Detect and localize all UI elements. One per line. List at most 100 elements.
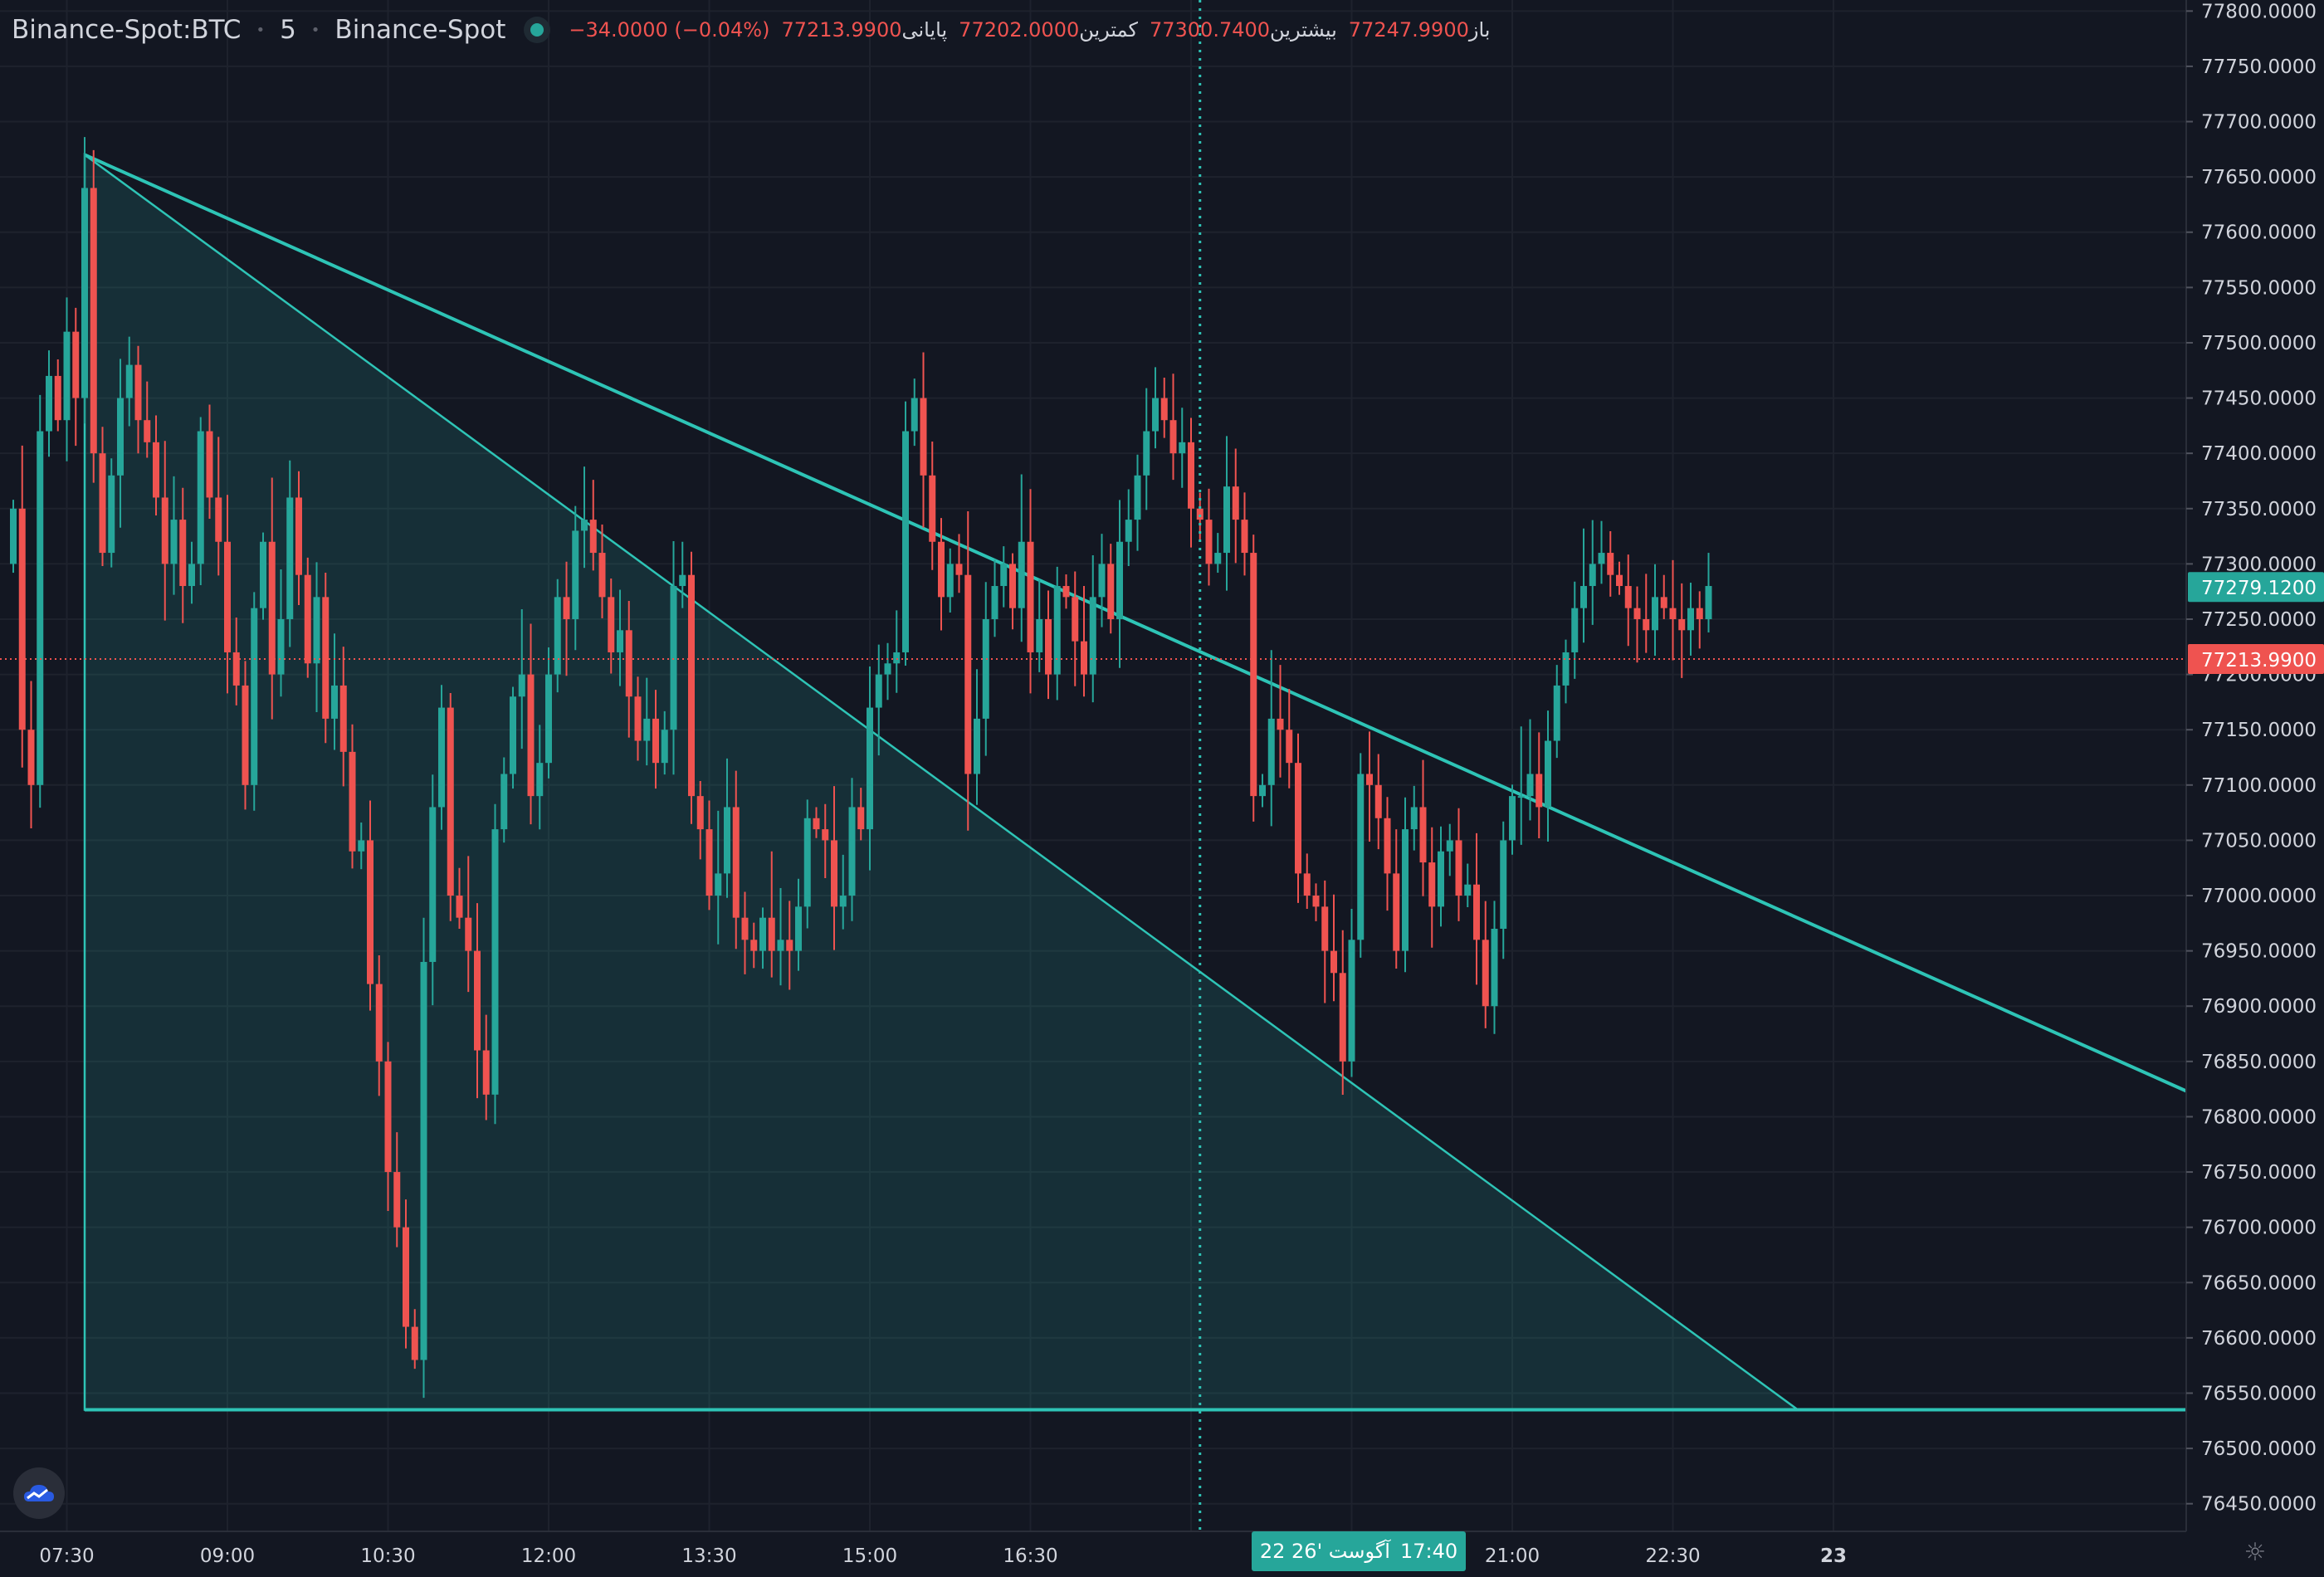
candle-down (813, 818, 820, 830)
tradingview-cloud-icon[interactable] (13, 1467, 65, 1519)
candle-up (867, 707, 873, 830)
candle-up (1267, 718, 1275, 785)
candle-down (1536, 774, 1543, 808)
legend-separator: • (256, 21, 266, 39)
candle-down (1241, 520, 1248, 554)
price-badge (2188, 572, 2324, 603)
candle-down (144, 420, 151, 442)
ohlc-low-value: 77202.0000 (959, 18, 1080, 42)
candle-up (1491, 928, 1498, 1007)
candle-down (1678, 618, 1686, 631)
candle-up (1553, 685, 1560, 741)
candle-down (598, 553, 606, 598)
candle-up (884, 663, 891, 675)
price-tick-label: 76800.0000 (2201, 1106, 2317, 1128)
price-badge (2188, 643, 2324, 674)
candle-up (1464, 884, 1472, 896)
candle-down (822, 829, 829, 841)
candle-down (1045, 618, 1052, 675)
candle-up (902, 431, 909, 652)
price-tick-label: 77500.0000 (2201, 333, 2317, 354)
candle-up (1526, 774, 1534, 797)
candle-down (589, 520, 597, 554)
candle-down (563, 597, 570, 619)
candle-down (153, 442, 159, 498)
candle-down (1616, 574, 1623, 587)
candle-down (1607, 553, 1614, 575)
candle-down (831, 840, 837, 907)
time-tick-label: 22:30 (1645, 1545, 1700, 1567)
crosshair-time-badge: 22 آگوست '26 17:40 (1252, 1531, 1466, 1571)
drawings-layer[interactable] (83, 153, 2187, 1412)
trendline-drawing[interactable] (84, 153, 2187, 1093)
candle-up (724, 807, 730, 874)
candle-down (652, 718, 659, 764)
crosshair-date: 22 آگوست '26 (1259, 1540, 1390, 1563)
candle-down (18, 508, 26, 730)
candle-down (224, 541, 231, 652)
candle-up (1036, 618, 1043, 652)
candle-up (188, 564, 195, 587)
candle-down (1384, 818, 1391, 874)
candle-down (964, 574, 972, 774)
candle-down (1366, 774, 1373, 785)
candle-up (117, 398, 124, 476)
candle-up (893, 652, 901, 664)
candle-down (1072, 597, 1079, 642)
candle-down (1062, 586, 1070, 598)
market-status-icon[interactable] (530, 23, 544, 37)
candle-down (393, 1172, 401, 1228)
gear-icon[interactable]: ☼ (2243, 1538, 2267, 1567)
candle-up (1705, 586, 1712, 619)
price-axis[interactable]: 77800.0000 77750.0000 77700.0000 77650.0000… (2186, 1, 2324, 1516)
candle-down (1374, 784, 1382, 818)
ohlc-close-label: پایانی (901, 18, 948, 42)
candle-up (125, 364, 133, 398)
candle-down (929, 475, 936, 542)
candle-up (1348, 940, 1355, 1062)
candle-up (438, 707, 445, 808)
candle-up (1089, 597, 1096, 675)
candle-down (268, 541, 276, 675)
ohlc-low-label: کمترین (1079, 18, 1138, 42)
candle-down (72, 331, 80, 398)
time-tick-label: 23 (1820, 1545, 1847, 1567)
time-tick-label: 21:00 (1485, 1545, 1540, 1567)
interval-label[interactable]: 5 (280, 15, 296, 45)
candle-up (946, 564, 954, 598)
candle-up (108, 475, 115, 554)
candle-up (420, 961, 427, 1360)
candle-up (510, 696, 516, 774)
candle-up (1438, 851, 1444, 907)
candle-down (741, 917, 749, 940)
candle-up (715, 873, 722, 896)
candle-up (572, 530, 579, 619)
candle-up (1509, 796, 1516, 841)
candle-up (170, 520, 178, 564)
ohlc-high-value: 77300.7400 (1149, 18, 1271, 42)
time-axis[interactable]: 07:3009:0010:3012:0013:3015:0016:3019:30… (39, 1545, 1847, 1567)
candle-down (134, 364, 142, 421)
candle-up (1652, 597, 1658, 631)
candle-down (206, 431, 213, 498)
ohlc-open: باز77247.9900 (1349, 18, 1491, 42)
candle-up (1053, 586, 1061, 675)
legend-separator: • (310, 21, 320, 39)
candle-down (1160, 398, 1168, 421)
candle-down (688, 574, 695, 797)
price-tick-label: 77450.0000 (2201, 388, 2317, 410)
candle-down (90, 188, 97, 454)
candle-down (706, 829, 713, 896)
candle-down (54, 375, 61, 421)
candle-up (1402, 829, 1409, 951)
candle-up (251, 608, 258, 785)
symbol-name[interactable]: Binance-Spot:BTC (12, 15, 242, 45)
candle-up (1357, 774, 1365, 940)
candle-up (46, 375, 52, 432)
candle-up (500, 774, 508, 830)
time-tick-label: 07:30 (39, 1545, 94, 1567)
candle-up (991, 586, 998, 619)
time-tick-label: 12:00 (521, 1545, 576, 1567)
ohlc-high: بیشترین77300.7400 (1150, 18, 1337, 42)
